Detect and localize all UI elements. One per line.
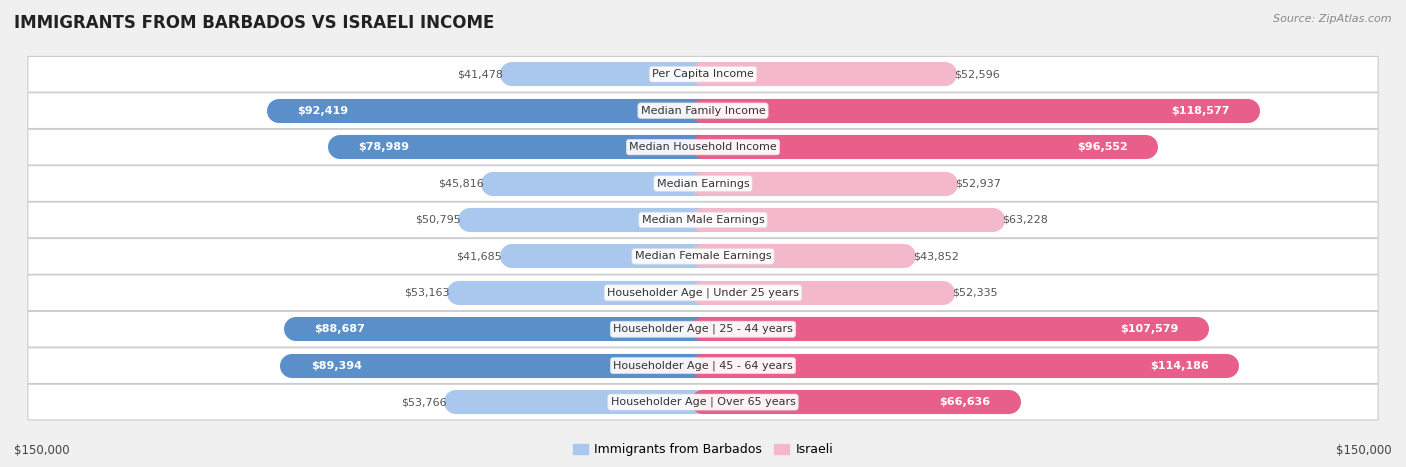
Text: Median Male Earnings: Median Male Earnings [641,215,765,225]
Text: $88,687: $88,687 [314,324,366,334]
Text: $45,816: $45,816 [437,178,484,189]
Text: $118,577: $118,577 [1171,106,1229,116]
Text: $53,766: $53,766 [401,397,447,407]
Text: $66,636: $66,636 [939,397,991,407]
FancyBboxPatch shape [28,384,1378,420]
Text: Householder Age | 25 - 44 years: Householder Age | 25 - 44 years [613,324,793,334]
Text: $89,394: $89,394 [311,361,361,371]
FancyBboxPatch shape [28,202,1378,238]
Text: $63,228: $63,228 [1002,215,1049,225]
Text: $50,795: $50,795 [415,215,461,225]
Text: $114,186: $114,186 [1150,361,1209,371]
Text: Householder Age | 45 - 64 years: Householder Age | 45 - 64 years [613,361,793,371]
Text: $41,478: $41,478 [457,69,503,79]
Text: $96,552: $96,552 [1077,142,1128,152]
Text: $52,335: $52,335 [952,288,998,298]
FancyBboxPatch shape [28,239,1378,274]
Text: $43,852: $43,852 [914,251,959,262]
Text: $52,596: $52,596 [953,69,1000,79]
Text: Per Capita Income: Per Capita Income [652,69,754,79]
Text: Median Earnings: Median Earnings [657,178,749,189]
Text: Householder Age | Under 25 years: Householder Age | Under 25 years [607,288,799,298]
Text: Source: ZipAtlas.com: Source: ZipAtlas.com [1274,14,1392,24]
FancyBboxPatch shape [28,93,1378,128]
FancyBboxPatch shape [28,166,1378,201]
FancyBboxPatch shape [28,129,1378,165]
Text: $150,000: $150,000 [14,444,70,457]
Text: $41,685: $41,685 [457,251,502,262]
Text: $150,000: $150,000 [1336,444,1392,457]
Text: IMMIGRANTS FROM BARBADOS VS ISRAELI INCOME: IMMIGRANTS FROM BARBADOS VS ISRAELI INCO… [14,14,495,32]
Text: Householder Age | Over 65 years: Householder Age | Over 65 years [610,397,796,407]
FancyBboxPatch shape [28,348,1378,383]
Text: $52,937: $52,937 [955,178,1001,189]
Text: $92,419: $92,419 [297,106,349,116]
Text: Median Family Income: Median Family Income [641,106,765,116]
Text: $53,163: $53,163 [404,288,450,298]
FancyBboxPatch shape [28,275,1378,311]
Text: $78,989: $78,989 [359,142,409,152]
FancyBboxPatch shape [28,57,1378,92]
FancyBboxPatch shape [28,311,1378,347]
Text: Median Female Earnings: Median Female Earnings [634,251,772,262]
Text: $107,579: $107,579 [1121,324,1178,334]
Text: Median Household Income: Median Household Income [628,142,778,152]
Legend: Immigrants from Barbados, Israeli: Immigrants from Barbados, Israeli [568,439,838,461]
